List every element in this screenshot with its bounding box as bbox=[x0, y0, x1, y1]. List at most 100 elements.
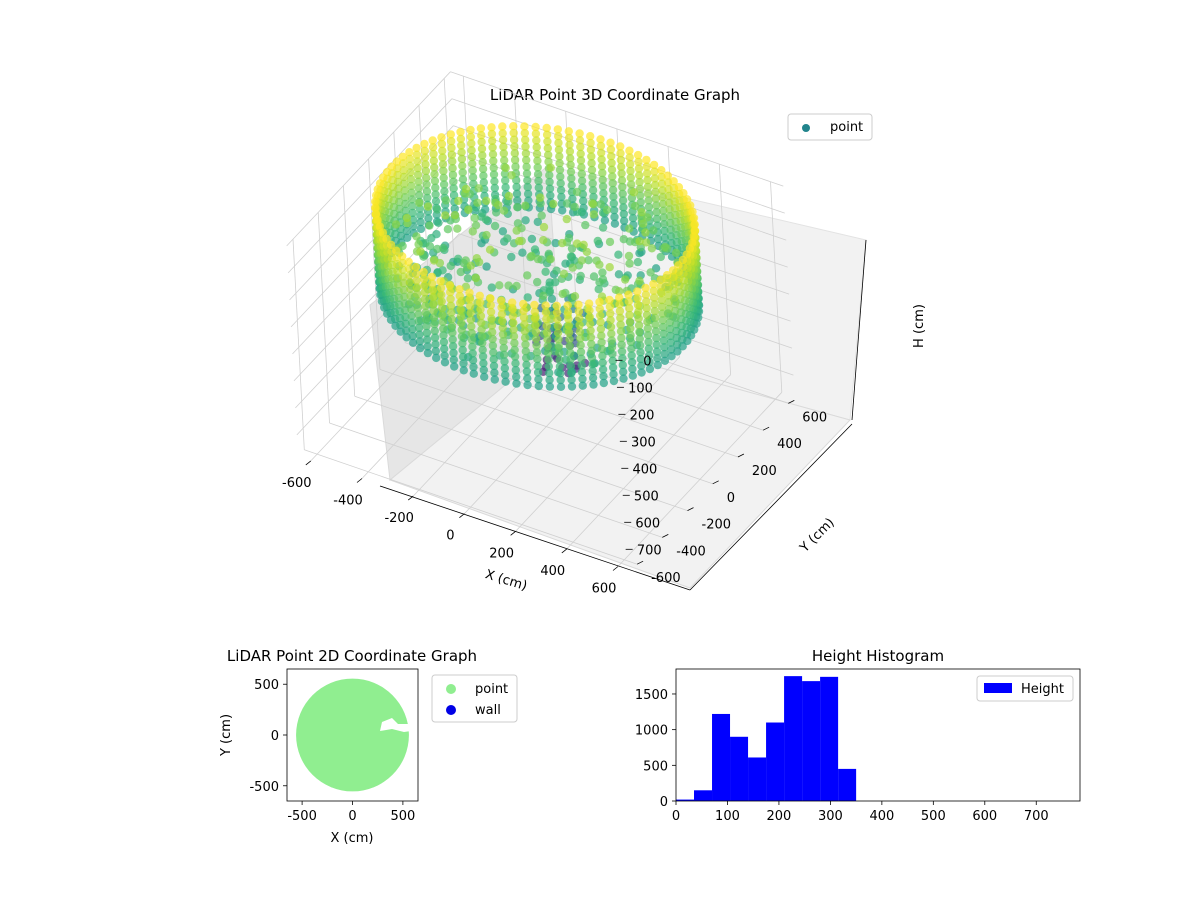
point-3d bbox=[616, 320, 625, 329]
point-3d bbox=[510, 149, 519, 158]
point-3d bbox=[619, 367, 628, 376]
point-3d bbox=[598, 168, 607, 178]
point-3d bbox=[565, 140, 574, 149]
point-3d bbox=[682, 195, 692, 204]
point-3d bbox=[420, 294, 430, 304]
point-3d bbox=[509, 325, 518, 334]
point-3d bbox=[401, 206, 410, 215]
histogram-bar bbox=[802, 681, 821, 801]
plot-2d: LiDAR Point 2D Coordinate Graph -500 0 500… bbox=[219, 647, 518, 846]
point-3d bbox=[626, 324, 635, 333]
point-3d bbox=[553, 125, 562, 134]
point-3d bbox=[523, 176, 532, 185]
point-3d bbox=[615, 293, 624, 302]
point-3d bbox=[504, 281, 513, 290]
plot-3d-title: LiDAR Point 3D Coordinate Graph bbox=[490, 86, 740, 104]
point-3d bbox=[616, 155, 626, 165]
x-tick-label-2d: 0 bbox=[348, 809, 356, 824]
point-3d bbox=[476, 311, 486, 321]
point-3d bbox=[501, 163, 510, 173]
point-3d bbox=[486, 294, 495, 303]
point-3d bbox=[689, 213, 699, 223]
point-3d bbox=[419, 267, 428, 277]
point-3d bbox=[670, 293, 679, 302]
x-tick-mark-3d bbox=[407, 495, 414, 501]
pane-floor bbox=[389, 339, 851, 589]
point-3d bbox=[545, 382, 555, 391]
point-3d bbox=[610, 219, 620, 228]
point-3d bbox=[391, 220, 401, 229]
point-3d bbox=[427, 272, 437, 282]
point-3d bbox=[553, 328, 563, 337]
point-3d bbox=[672, 333, 681, 343]
point-3d bbox=[633, 300, 643, 310]
point-3d bbox=[554, 342, 563, 351]
point-3d bbox=[564, 328, 574, 337]
z-tick-label-3d: 300 bbox=[631, 435, 656, 450]
point-3d bbox=[596, 324, 606, 334]
point-3d bbox=[530, 245, 540, 254]
point-3d bbox=[478, 164, 488, 174]
point-3d bbox=[488, 136, 497, 145]
point-3d bbox=[457, 154, 467, 164]
point-3d bbox=[429, 149, 438, 159]
point-3d bbox=[470, 213, 479, 223]
y-tick-label-3d: 600 bbox=[802, 410, 827, 425]
point-3d bbox=[667, 352, 676, 361]
point-3d bbox=[567, 382, 577, 391]
point-3d bbox=[595, 260, 604, 269]
point-3d bbox=[499, 343, 508, 353]
y-tick-label-3d: -400 bbox=[676, 544, 706, 559]
point-3d bbox=[499, 149, 508, 158]
point-3d bbox=[554, 335, 563, 344]
point-3d bbox=[439, 324, 448, 333]
point-3d bbox=[566, 252, 576, 261]
point-3d bbox=[544, 355, 553, 364]
point-3d bbox=[543, 335, 552, 344]
point-3d bbox=[488, 328, 497, 337]
point-3d bbox=[605, 263, 614, 272]
point-3d bbox=[477, 332, 487, 341]
point-3d bbox=[482, 196, 491, 205]
point-3d bbox=[503, 234, 512, 243]
grid-line bbox=[304, 449, 638, 565]
point-3d bbox=[607, 165, 617, 174]
x-tick-mark-3d bbox=[612, 566, 619, 571]
point-3d bbox=[577, 368, 587, 377]
point-3d bbox=[567, 368, 576, 378]
point-3d bbox=[605, 302, 615, 311]
point-3d bbox=[533, 163, 542, 172]
point-3d bbox=[513, 196, 522, 205]
point-3d bbox=[422, 328, 432, 338]
point-3d bbox=[449, 177, 458, 186]
point-3d bbox=[474, 184, 483, 193]
point-3d bbox=[545, 368, 554, 378]
point-3d bbox=[649, 293, 659, 302]
point-3d bbox=[576, 142, 585, 152]
grid-line bbox=[379, 369, 713, 485]
point-3d bbox=[408, 208, 417, 218]
grid-line bbox=[287, 98, 453, 274]
point-3d bbox=[488, 334, 497, 344]
point-3d bbox=[645, 358, 654, 367]
point-3d bbox=[519, 313, 529, 322]
point-3d bbox=[534, 183, 543, 192]
point-3d bbox=[523, 380, 532, 390]
point-3d bbox=[509, 135, 519, 144]
point-3d bbox=[599, 378, 608, 388]
point-3d bbox=[542, 130, 552, 139]
point-3d bbox=[577, 256, 586, 265]
point-3d bbox=[668, 266, 678, 275]
point-3d bbox=[421, 308, 430, 317]
point-3d bbox=[625, 146, 634, 155]
point-3d bbox=[520, 333, 530, 342]
point-3d bbox=[539, 291, 548, 300]
point-3d bbox=[664, 291, 673, 300]
point-3d bbox=[634, 321, 644, 330]
histogram-bar bbox=[766, 722, 785, 801]
point-3d bbox=[555, 159, 564, 168]
point-3d bbox=[422, 173, 431, 182]
point-3d bbox=[536, 193, 545, 202]
z-tick-label-3d: 700 bbox=[637, 543, 662, 558]
point-3d bbox=[453, 224, 462, 233]
